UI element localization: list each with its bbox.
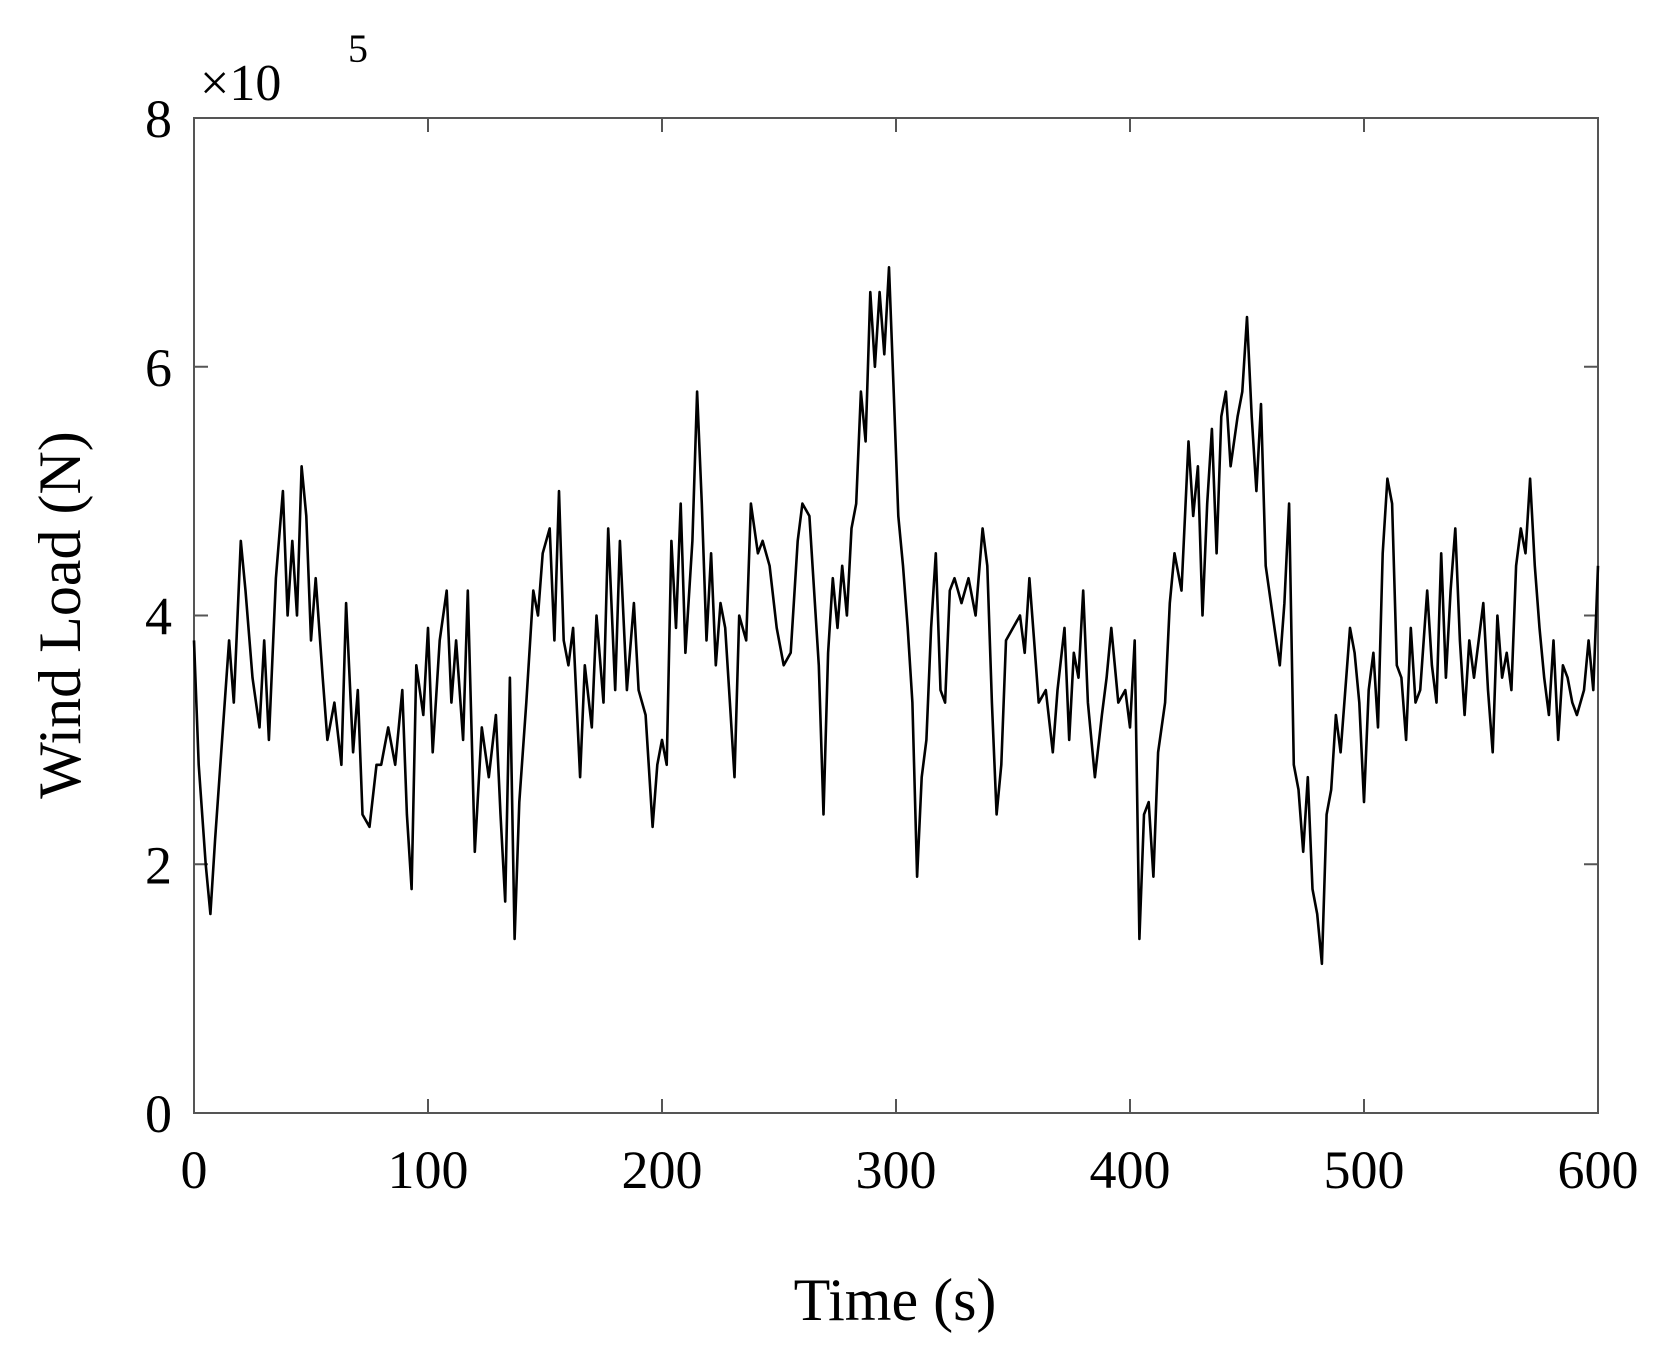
x-tick-label: 100 [388, 1140, 469, 1200]
y-tick-label: 0 [145, 1084, 172, 1144]
x-tick-label: 400 [1090, 1140, 1171, 1200]
data-line [192, 266, 1600, 966]
x-tick-label: 0 [181, 1140, 208, 1200]
x-tick-label: 300 [856, 1140, 937, 1200]
y-multiplier-exponent: 5 [348, 26, 368, 71]
y-tick-label: 6 [145, 338, 172, 398]
x-tick-label: 500 [1324, 1140, 1405, 1200]
x-tick-label: 600 [1558, 1140, 1639, 1200]
y-tick-label: 2 [145, 835, 172, 895]
x-axis-label: Time (s) [794, 1267, 997, 1333]
y-tick-label: 8 [145, 89, 172, 149]
x-tick-label: 200 [622, 1140, 703, 1200]
y-axis-label: Wind Load (N) [27, 431, 93, 798]
y-tick-label: 4 [145, 587, 172, 647]
y-multiplier-base: ×10 [200, 55, 281, 112]
